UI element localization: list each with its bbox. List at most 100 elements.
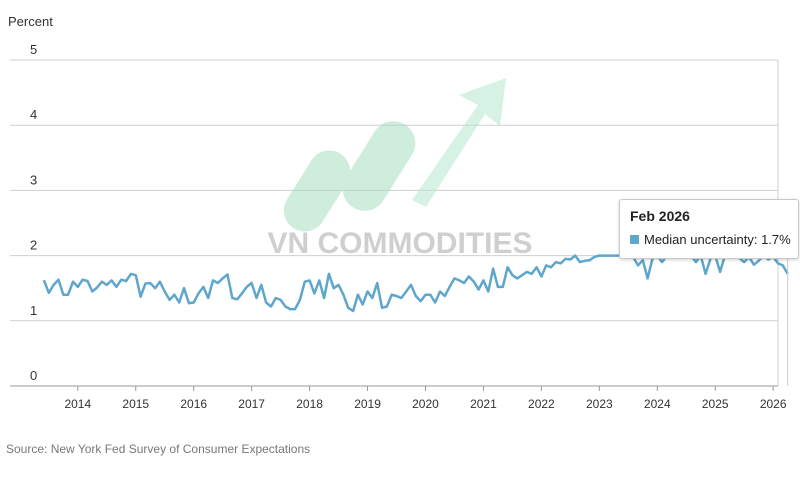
data-point	[270, 305, 272, 308]
data-point	[115, 286, 117, 288]
data-point	[415, 295, 417, 297]
data-point	[236, 298, 238, 300]
y-tick-label-1: 1	[30, 303, 37, 318]
data-point	[395, 295, 398, 297]
data-point	[217, 282, 219, 284]
data-point	[255, 297, 258, 299]
data-point	[424, 294, 427, 296]
data-point	[564, 258, 567, 260]
data-point	[449, 286, 451, 288]
data-point	[188, 302, 190, 304]
data-point	[767, 258, 769, 261]
y-tick-label-3: 3	[30, 172, 37, 187]
data-point	[376, 282, 378, 284]
data-point	[593, 256, 596, 258]
tooltip: Feb 2026 Median uncertainty: 1.7%	[619, 199, 799, 259]
x-tick-label-2017: 2017	[238, 397, 265, 411]
data-point	[226, 273, 229, 276]
x-tick-label-2020: 2020	[412, 397, 439, 411]
data-point	[309, 279, 311, 281]
data-point	[197, 292, 200, 294]
data-point	[743, 261, 745, 263]
watermark-text: VN COMMODITIES	[267, 227, 532, 260]
data-point	[391, 294, 393, 296]
data-point	[53, 284, 55, 286]
data-point	[284, 305, 286, 308]
data-point	[555, 261, 557, 263]
data-point	[584, 260, 586, 262]
data-point	[57, 279, 60, 281]
data-point	[642, 259, 644, 261]
data-point	[169, 299, 171, 301]
data-point	[420, 300, 422, 302]
data-point	[782, 264, 784, 266]
data-point	[222, 277, 224, 279]
data-point	[526, 271, 528, 273]
data-point	[183, 287, 185, 289]
data-point	[540, 275, 543, 278]
series-line-median-uncertainty	[42, 254, 789, 313]
data-point	[260, 284, 262, 286]
data-point	[91, 290, 93, 293]
data-point	[637, 264, 639, 266]
data-point	[705, 273, 707, 275]
x-tick-label-2021: 2021	[470, 397, 497, 411]
data-point	[516, 277, 518, 279]
data-point	[72, 281, 74, 283]
data-point	[48, 292, 50, 294]
data-point	[193, 301, 195, 304]
data-point	[608, 255, 610, 257]
tooltip-series-label: Median uncertainty:	[644, 232, 758, 247]
data-point	[463, 282, 465, 284]
data-point	[265, 301, 267, 304]
watermark-logo: VN COMMODITIES	[267, 78, 533, 260]
data-point	[550, 266, 552, 268]
tooltip-title: Feb 2026	[630, 208, 690, 224]
x-tick-label-2019: 2019	[354, 397, 381, 411]
x-tick-label-2016: 2016	[180, 397, 207, 411]
data-point	[299, 299, 301, 301]
data-point	[338, 284, 340, 286]
data-point	[468, 275, 470, 278]
data-point	[444, 295, 446, 297]
x-tick-label-2023: 2023	[586, 397, 613, 411]
data-point	[579, 261, 581, 263]
data-point	[487, 290, 489, 293]
x-tick-label-2025: 2025	[702, 397, 729, 411]
y-tick-label-5: 5	[30, 42, 37, 57]
data-point	[473, 281, 475, 283]
data-point	[482, 279, 484, 281]
data-point	[589, 259, 591, 261]
data-point	[502, 286, 504, 288]
data-point	[140, 296, 142, 298]
data-point	[294, 308, 296, 310]
data-point	[560, 262, 562, 264]
data-point	[82, 279, 84, 281]
tooltip-value: 1.7%	[761, 232, 791, 247]
data-point	[405, 290, 407, 293]
data-point	[159, 281, 161, 283]
x-tick-label-2014: 2014	[64, 397, 91, 411]
x-tick-label-2015: 2015	[122, 397, 149, 411]
data-point	[511, 274, 513, 276]
data-point	[86, 280, 89, 282]
data-point	[574, 255, 576, 257]
data-point	[125, 280, 127, 282]
data-point	[96, 286, 98, 289]
data-point	[43, 279, 45, 281]
data-point	[497, 286, 499, 288]
data-point	[342, 294, 344, 296]
data-point	[62, 294, 64, 296]
data-point	[251, 282, 253, 284]
x-tick-label-2022: 2022	[528, 397, 555, 411]
data-point	[106, 284, 108, 286]
data-point	[352, 310, 354, 312]
y-tick-labels: 0 1 2 3 4 5	[30, 42, 37, 383]
data-point	[144, 283, 146, 285]
y-axis-title: Percent	[8, 14, 53, 29]
data-point	[618, 255, 620, 257]
tooltip-row: Median uncertainty: 1.7%	[630, 232, 791, 247]
data-point	[328, 273, 330, 275]
data-point	[531, 273, 533, 275]
